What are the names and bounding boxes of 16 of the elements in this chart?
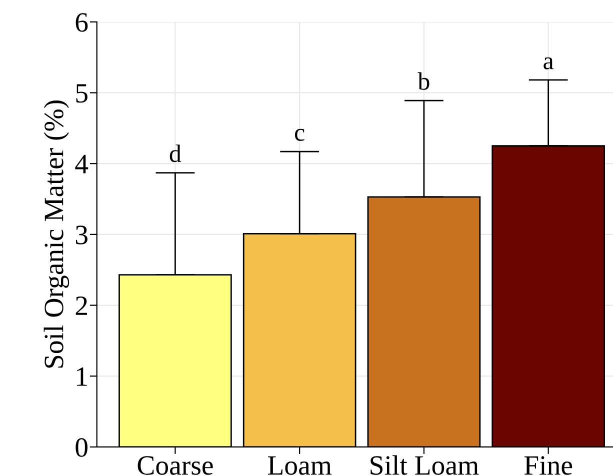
annotation: a xyxy=(544,57,554,70)
y-axis-title: Soil Organic Matter (%) xyxy=(44,100,70,368)
x-tick-label: Fine xyxy=(524,456,572,475)
y-tick-label: 4 xyxy=(75,154,88,174)
y-tick-label: 6 xyxy=(76,13,88,32)
x-tick-label: Loam xyxy=(268,456,332,475)
annotation: b xyxy=(418,72,430,90)
y-tick-label: 0 xyxy=(76,438,88,457)
y-tick-label: 3 xyxy=(76,226,88,244)
y-tick-label: 2 xyxy=(76,296,87,315)
annotation: c xyxy=(294,128,304,141)
y-tick-label: 1 xyxy=(77,367,87,386)
y-tick-label: 5 xyxy=(76,84,88,103)
annotation: d xyxy=(170,144,182,162)
x-tick-label: Silt Loam xyxy=(370,455,479,475)
x-tick-label: Coarse xyxy=(138,456,213,475)
